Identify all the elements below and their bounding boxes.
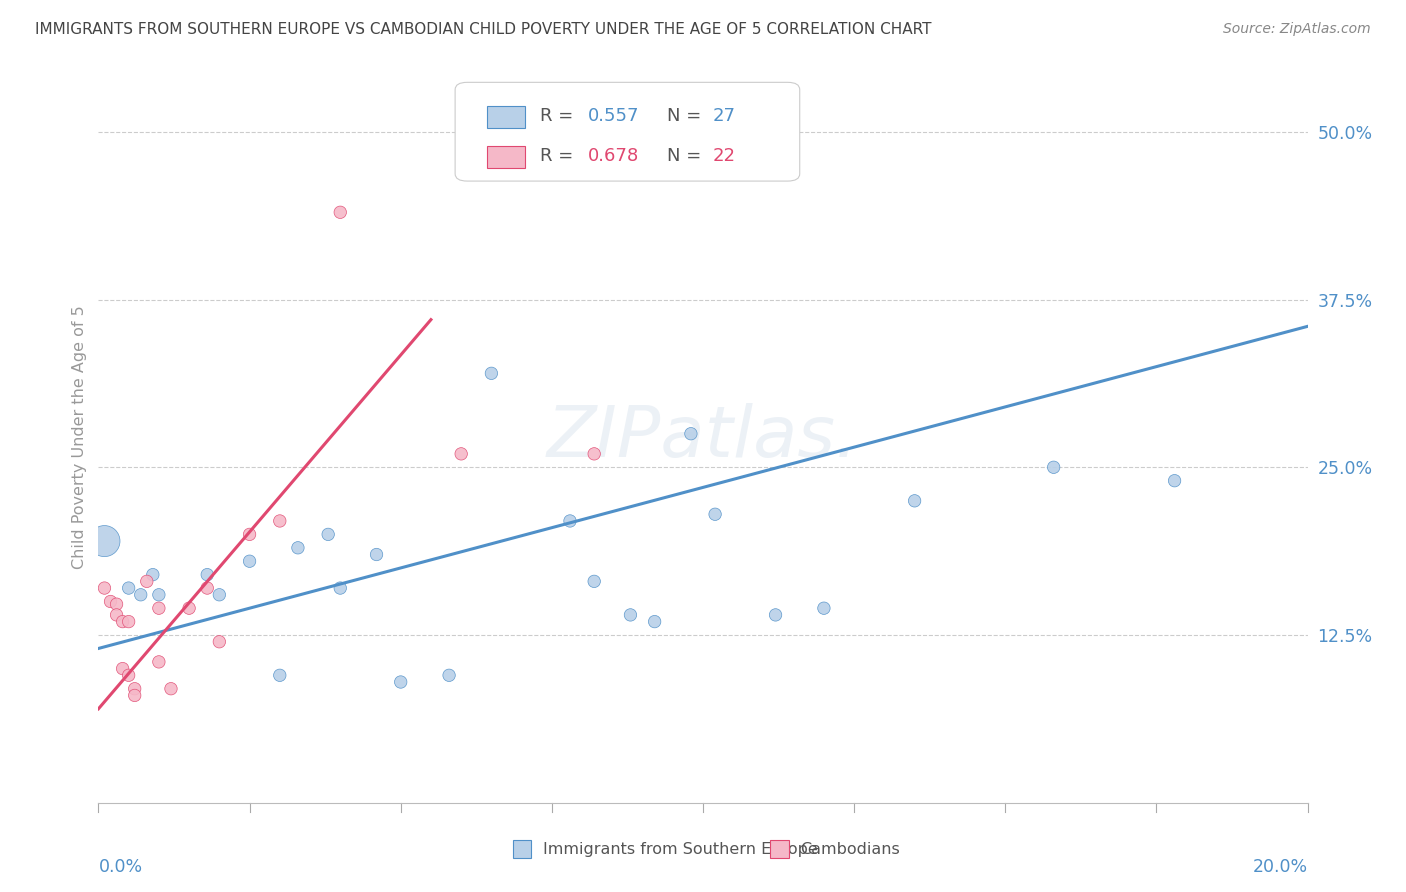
Point — [111, 662, 134, 676]
Point — [619, 607, 641, 622]
Point — [904, 493, 927, 508]
Text: IMMIGRANTS FROM SOUTHERN EUROPE VS CAMBODIAN CHILD POVERTY UNDER THE AGE OF 5 CO: IMMIGRANTS FROM SOUTHERN EUROPE VS CAMBO… — [35, 22, 932, 37]
Point — [765, 607, 787, 622]
Point — [93, 534, 115, 549]
Point — [287, 541, 309, 555]
Point — [1042, 460, 1064, 475]
Point — [481, 367, 503, 381]
Point — [583, 447, 606, 461]
Bar — [486, 106, 526, 128]
Point — [148, 601, 170, 615]
Point — [644, 615, 666, 629]
Text: N =: N = — [666, 107, 707, 125]
Point — [118, 668, 141, 682]
Point — [583, 574, 606, 589]
Point — [93, 581, 115, 595]
Point — [124, 681, 146, 696]
Point — [239, 554, 262, 568]
Point — [208, 588, 231, 602]
Text: N =: N = — [666, 147, 707, 165]
Point — [118, 615, 141, 629]
Point — [1163, 474, 1185, 488]
Point — [129, 588, 152, 602]
FancyBboxPatch shape — [456, 82, 800, 181]
Y-axis label: Child Poverty Under the Age of 5: Child Poverty Under the Age of 5 — [72, 305, 87, 569]
Text: 0.678: 0.678 — [588, 147, 640, 165]
Point — [208, 634, 231, 648]
Point — [160, 681, 183, 696]
Point — [111, 615, 134, 629]
Point — [142, 567, 165, 582]
Point — [558, 514, 581, 528]
Point — [100, 594, 122, 608]
Point — [118, 581, 141, 595]
Text: R =: R = — [540, 107, 579, 125]
Point — [679, 426, 702, 441]
Text: 22: 22 — [713, 147, 735, 165]
Point — [239, 527, 262, 541]
Point — [148, 655, 170, 669]
Text: Cambodians: Cambodians — [800, 842, 900, 856]
Text: R =: R = — [540, 147, 579, 165]
Text: ZIPatlas.: ZIPatlas. — [547, 402, 859, 472]
Point — [179, 601, 201, 615]
Text: 27: 27 — [713, 107, 735, 125]
Bar — [486, 146, 526, 168]
Point — [135, 574, 157, 589]
Point — [269, 668, 291, 682]
Point — [124, 689, 146, 703]
Point — [269, 514, 291, 528]
Point — [450, 447, 472, 461]
Text: 0.557: 0.557 — [588, 107, 640, 125]
Point — [105, 597, 128, 611]
Text: Source: ZipAtlas.com: Source: ZipAtlas.com — [1223, 22, 1371, 37]
Text: 20.0%: 20.0% — [1253, 858, 1308, 876]
Text: 0.0%: 0.0% — [98, 858, 142, 876]
Point — [195, 567, 218, 582]
Point — [195, 581, 218, 595]
Point — [437, 668, 460, 682]
Point — [105, 607, 128, 622]
Point — [329, 581, 352, 595]
Point — [329, 205, 352, 219]
Point — [316, 527, 339, 541]
Text: Immigrants from Southern Europe: Immigrants from Southern Europe — [543, 842, 817, 856]
Point — [813, 601, 835, 615]
Point — [148, 588, 170, 602]
Point — [704, 508, 727, 522]
Point — [389, 675, 412, 690]
Point — [366, 548, 388, 562]
